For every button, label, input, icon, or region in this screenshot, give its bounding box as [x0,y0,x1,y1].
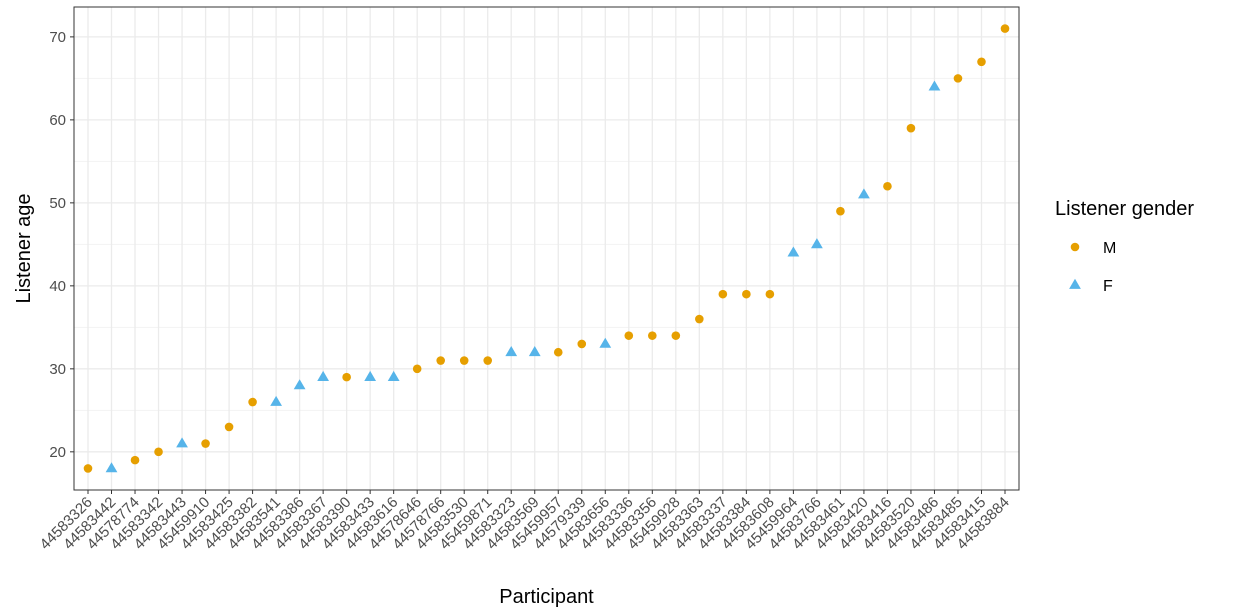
data-point [436,356,445,365]
y-tick-label: 20 [49,444,66,461]
data-points [83,24,1010,473]
data-point [248,397,257,407]
legend-items: MF [1069,240,1116,295]
x-axis-title: Participant [499,586,594,608]
data-point [342,372,351,382]
data-point [742,289,751,299]
data-point [577,339,587,349]
data-point [977,57,986,67]
y-axis-title: Listener age [13,193,35,303]
legend-key [1069,278,1081,289]
data-point [695,314,704,324]
legend-title: Listener gender [1055,198,1194,220]
legend: Listener gender MF [1055,198,1194,295]
data-point [83,464,93,473]
data-point [483,356,493,365]
y-tick-label: 50 [49,195,66,212]
data-point [270,395,282,406]
data-point [154,447,163,457]
legend-label: M [1103,240,1116,257]
y-tick-label: 30 [49,361,66,378]
y-tick-label: 60 [49,112,66,129]
data-point [505,346,518,357]
data-point [224,422,234,432]
data-point [811,238,823,249]
data-point [317,370,330,381]
data-point [528,346,541,357]
data-point [671,331,681,340]
legend-label: F [1103,278,1113,295]
data-point [953,74,963,83]
panel-border [73,6,1020,491]
data-point [105,462,118,473]
y-tick-label: 40 [49,278,66,295]
data-point [412,364,422,374]
data-point [130,455,140,465]
data-point [836,206,845,216]
x-axis: 4458332644583442445787744458334244583443… [37,490,1013,553]
y-tick-label: 70 [49,29,66,46]
data-point [648,331,657,340]
data-point [1000,24,1010,33]
data-point [553,347,563,357]
data-point [599,337,612,348]
data-point [387,370,400,381]
data-point [883,181,892,191]
data-point [201,439,210,448]
data-point [765,289,775,299]
y-axis: 20 30 40 50 60 70 [49,29,74,461]
legend-key [1070,242,1080,252]
data-point [718,289,728,299]
data-point [928,80,941,91]
panel-background [74,7,1019,490]
data-point [176,437,188,448]
data-point [293,379,306,390]
data-point [364,370,377,381]
data-point [858,188,870,199]
data-point [624,331,634,340]
data-point [459,356,469,365]
data-point [787,246,800,257]
grid [74,7,1019,490]
data-point [906,123,916,133]
